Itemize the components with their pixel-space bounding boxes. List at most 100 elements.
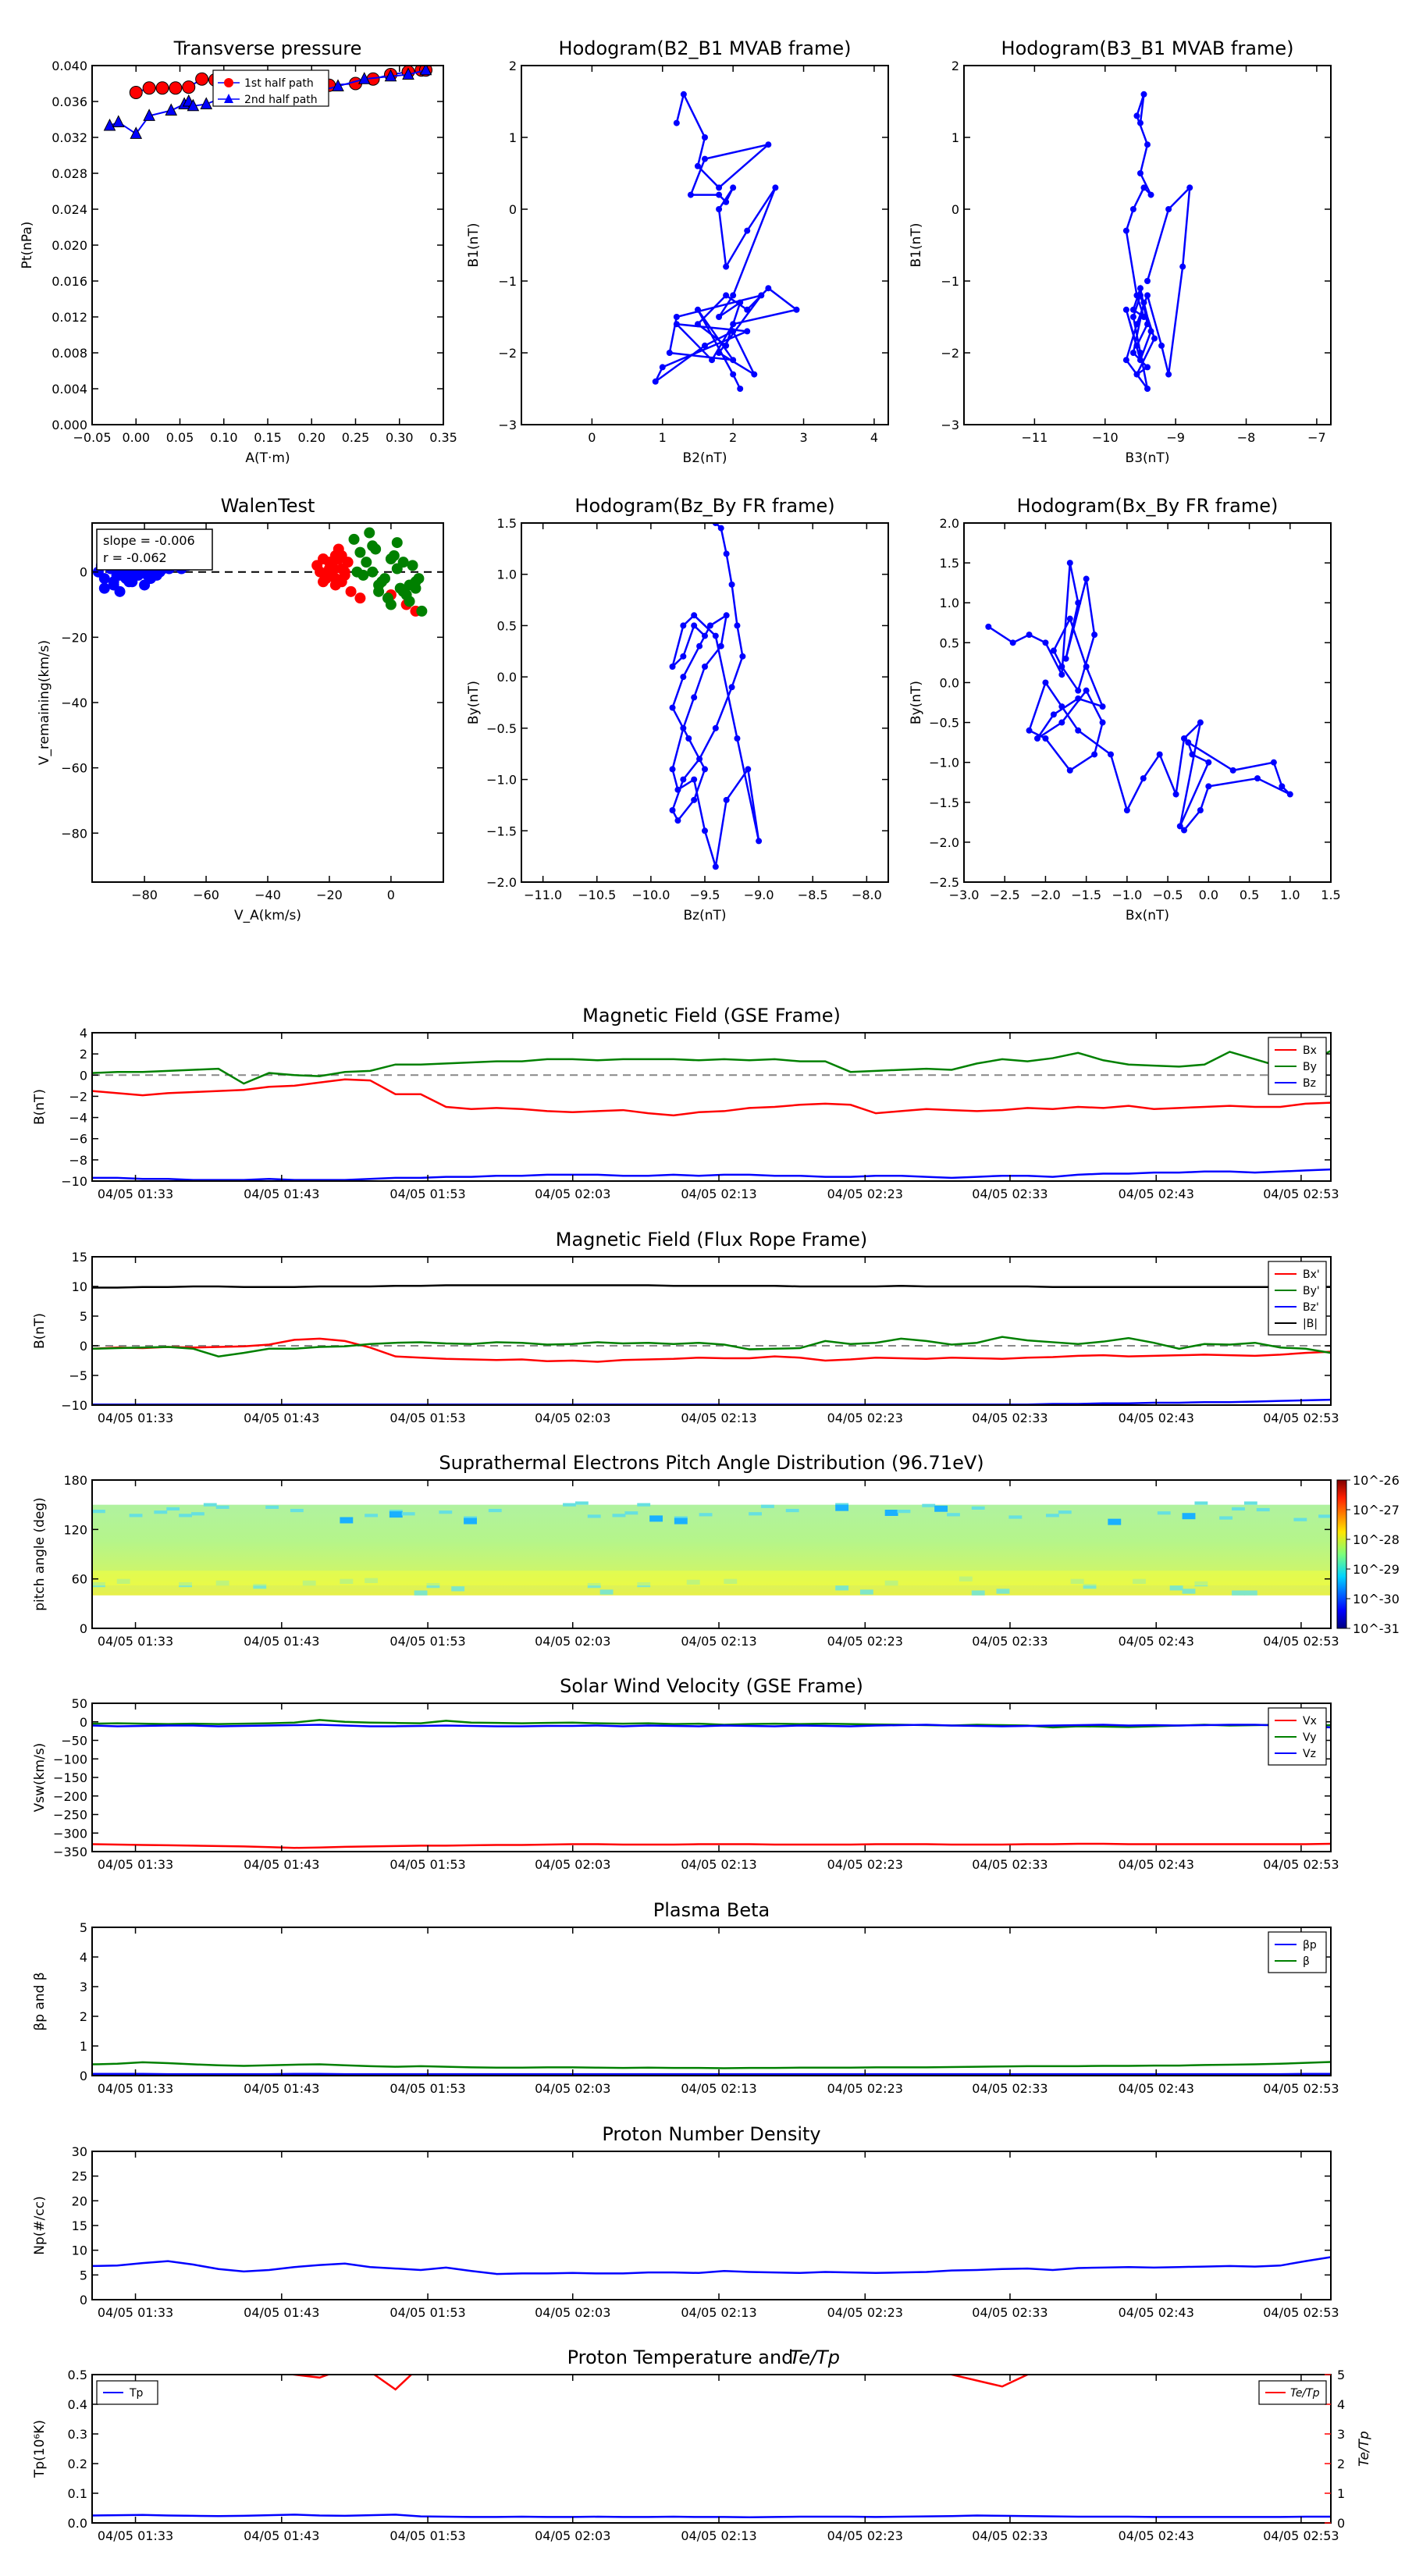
pad-cell-high [699, 1513, 713, 1517]
series-s0-point [702, 664, 708, 670]
series-s2-point [373, 585, 385, 597]
chart-beta: Plasma Beta 04/05 01:33 04/05 01:43 04/05 0… [32, 1899, 1339, 2096]
y-tick-label: −2.0 [929, 835, 959, 850]
y-tick-label: −40 [61, 696, 87, 710]
series-s0-point [1122, 306, 1129, 313]
chart-tp_ratio: Proton Temperature and Te/Tp 04/05 01:33 0… [32, 2347, 1372, 2543]
y-tick-label: 10 [72, 1279, 87, 1294]
series-s0-point [1144, 386, 1151, 392]
series-2ndhalfpath-point [103, 118, 116, 131]
y-tick-label: −1.5 [929, 795, 959, 810]
pad-cell-high [1293, 1517, 1307, 1521]
y-tick-label: −200 [53, 1789, 87, 1804]
y-axis-label: B(nT) [32, 1313, 48, 1349]
x-tick-label: 0.30 [386, 430, 414, 445]
series-s0-point [1066, 615, 1073, 622]
x-tick-label: 04/05 02:53 [1263, 1187, 1339, 1201]
legend-marker [224, 78, 233, 87]
series-s0-point [691, 612, 698, 619]
pad-cell-high [612, 1514, 626, 1517]
legend-label: Bz' [1303, 1301, 1319, 1314]
chart-title-ratio: Te/Tp [790, 2347, 840, 2368]
x-tick-label: 04/05 01:33 [98, 1411, 173, 1425]
series-s0-point [744, 306, 751, 313]
x-tick-label: 04/05 01:43 [244, 1411, 319, 1425]
y-tick-label: 0 [80, 2069, 87, 2083]
x-tick-label: 0.5 [1240, 888, 1259, 902]
y-tick-label: −300 [53, 1826, 87, 1841]
pad-cell-high [922, 1503, 936, 1507]
x-tick-label: 04/05 02:23 [827, 2305, 903, 2320]
pad-cell-high [1232, 1507, 1245, 1511]
series-s0-point [737, 299, 744, 306]
series-s0-point [728, 581, 735, 588]
series-s0-line [670, 523, 760, 867]
x-tick-label: −8.0 [852, 888, 882, 902]
chart-vsw: Solar Wind Velocity (GSE Frame) 04/05 01:… [32, 1675, 1339, 1872]
series-s0-point [1136, 350, 1144, 356]
colorbar [1336, 1479, 1347, 1629]
series-s0-point [652, 378, 659, 385]
series-s2-point [376, 576, 388, 588]
x-tick-label: 0 [387, 888, 395, 902]
x-tick-label: −40 [254, 888, 281, 902]
series-s0-point [1066, 767, 1073, 774]
y-tick-label: −250 [53, 1808, 87, 1823]
series-s0-point [669, 704, 676, 711]
x-tick-label: 04/05 01:53 [389, 2305, 465, 2320]
x-axis-label: Bz(nT) [683, 908, 726, 923]
series-s0-point [1270, 759, 1277, 766]
series-s0-point [1185, 739, 1192, 746]
y-tick-label: 1.0 [940, 596, 959, 610]
pad-cell-high [785, 1508, 799, 1513]
y-tick-label: 0.000 [52, 418, 87, 432]
series-s0-point [1147, 191, 1154, 198]
plot-area [92, 1049, 1331, 1181]
pad-cell-high [129, 1514, 143, 1517]
x-tick-label: −60 [193, 888, 219, 902]
series-s0-point [1050, 647, 1057, 654]
pad-cell-low [996, 1589, 1010, 1594]
x-tick-label: 04/05 02:33 [972, 1634, 1048, 1649]
y-axis-label: V_remaining(km/s) [37, 640, 52, 765]
series-s0-point [1075, 600, 1082, 607]
legend-label: 2nd half path [244, 94, 318, 106]
series-s0-point [1205, 783, 1212, 790]
y-tick-label: 60 [72, 1572, 87, 1587]
y-tick-label: −100 [53, 1752, 87, 1767]
y-tick-label: 2.0 [940, 516, 959, 531]
chart-np: Proton Number Density 04/05 01:33 04/05 01… [32, 2123, 1339, 2320]
series-s0-point [680, 724, 687, 731]
colorbar-tick-label: 10^-30 [1353, 1592, 1400, 1606]
pad-cell-high [563, 1503, 576, 1507]
series-s0-point [723, 198, 730, 205]
series-s0-point [1286, 791, 1293, 798]
y-tick-label: 0.0 [940, 675, 959, 690]
y-tick-label: 0.004 [52, 382, 87, 397]
x-tick-label: 04/05 01:43 [244, 1187, 319, 1201]
x-tick-label: 04/05 02:03 [535, 1857, 610, 1872]
y-tick-label: 1 [80, 2039, 87, 2054]
series-2ndhalfpath-point [165, 103, 178, 116]
y-tick-label: 25 [72, 2169, 87, 2184]
x-tick-label: −8 [1237, 430, 1256, 445]
series-s0-point [716, 191, 723, 198]
series-s2-point [385, 599, 397, 610]
legend-label: Bx' [1303, 1268, 1320, 1281]
x-tick-label: 0.05 [166, 430, 194, 445]
x-tick-label: −11.0 [524, 888, 562, 902]
x-tick-label: 04/05 02:43 [1119, 1857, 1194, 1872]
x-tick-label: −10.0 [631, 888, 670, 902]
series-s0-point [98, 582, 110, 594]
x-tick-label: 04/05 02:53 [1263, 1634, 1339, 1649]
series-s0-point [691, 796, 698, 803]
series-s0-point [680, 674, 687, 681]
x-tick-label: 04/05 02:03 [535, 1634, 610, 1649]
series-s0-point [1050, 711, 1057, 718]
y-tick-label: 1.5 [940, 556, 959, 571]
x-tick-label: 04/05 01:53 [389, 1411, 465, 1425]
series-s0-point [1156, 751, 1163, 758]
x-tick-label: 04/05 01:43 [244, 1634, 319, 1649]
plot-frame [91, 1032, 1332, 1182]
legend-label: Tp [129, 2387, 144, 2400]
